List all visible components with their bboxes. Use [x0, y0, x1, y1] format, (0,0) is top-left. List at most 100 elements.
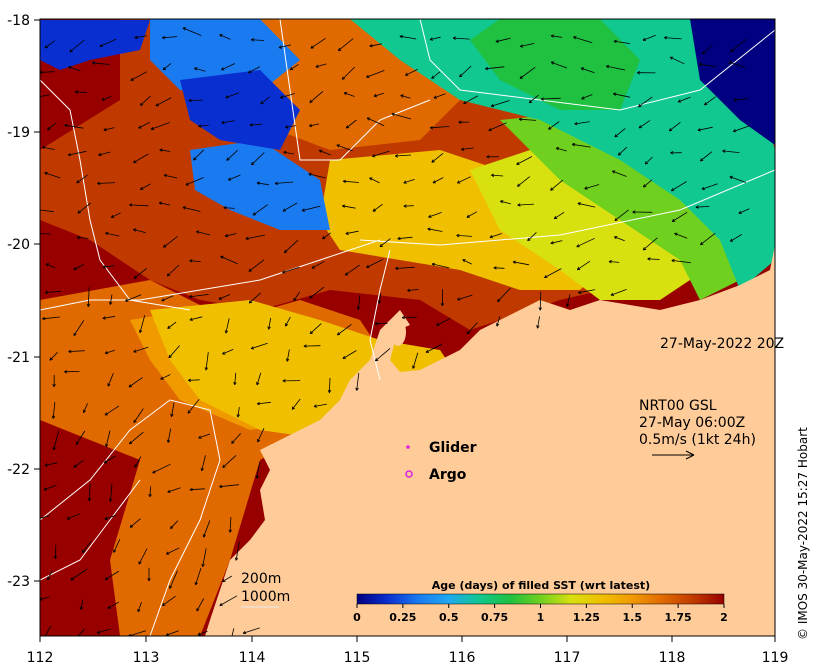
current-vector-head [391, 112, 395, 116]
current-vector-head [461, 147, 465, 151]
current-vector-head [336, 144, 340, 148]
current-vector-head [231, 440, 235, 444]
current-vector [97, 182, 116, 184]
current-vector [670, 56, 685, 65]
current-vector-head [282, 270, 286, 274]
current-vector [285, 125, 297, 128]
current-vector [700, 151, 713, 162]
current-vector [104, 570, 120, 581]
current-vector [284, 240, 299, 253]
current-vector [431, 263, 450, 269]
current-vector-head [104, 351, 109, 355]
current-vector-head [519, 44, 524, 48]
current-vector [337, 324, 352, 336]
current-vector [203, 520, 211, 538]
current-vector-head [664, 36, 668, 40]
current-vector [47, 570, 53, 580]
current-vector [342, 205, 356, 209]
current-vector [614, 236, 625, 242]
current-vector-head [452, 36, 457, 40]
current-vector-head [104, 576, 109, 581]
current-vector [642, 34, 656, 41]
current-vector-head [200, 467, 204, 472]
current-vector-head [433, 95, 437, 99]
current-vector-head [128, 384, 133, 388]
current-vector [695, 206, 710, 208]
current-vector [73, 264, 85, 270]
current-vector-head [224, 233, 229, 238]
current-vector [674, 233, 688, 239]
current-vector [45, 290, 61, 293]
current-vector-head [401, 315, 405, 320]
current-vector-head [490, 103, 495, 108]
current-vector-head [466, 214, 470, 218]
current-vector-head [500, 200, 504, 204]
current-vector-head [637, 70, 641, 75]
current-vector-head [201, 563, 205, 567]
current-vector-head [150, 126, 155, 131]
current-vector-head [286, 358, 290, 362]
current-vector-head [495, 39, 499, 43]
current-vector-head [310, 45, 314, 49]
current-vector [107, 372, 114, 387]
current-vector-head [68, 349, 72, 354]
current-vector [550, 240, 563, 244]
current-vector [345, 230, 359, 235]
current-vector [225, 92, 240, 99]
current-vector [201, 455, 206, 471]
current-vector-head [182, 206, 186, 210]
current-vector-head [397, 236, 401, 241]
current-vector [311, 260, 325, 269]
current-vector-head [342, 204, 346, 208]
current-vector [671, 181, 687, 192]
current-vector-head [229, 644, 232, 647]
current-vector-head [257, 438, 261, 443]
x-tick-label: 115 [344, 650, 371, 666]
current-vector-head [327, 389, 332, 393]
current-vector-head [194, 67, 198, 71]
current-vector [189, 294, 209, 298]
sst-region-navy [690, 19, 775, 145]
current-vector [289, 64, 299, 71]
current-vector-head [336, 332, 341, 336]
isobath-200m-label: 200m [241, 571, 281, 587]
current-vector-head [165, 551, 170, 555]
current-vector [517, 203, 535, 206]
current-vector-head [733, 129, 737, 133]
current-vector-head [548, 126, 552, 130]
current-vector [733, 125, 750, 132]
current-vector [222, 349, 234, 355]
current-vector [162, 63, 172, 71]
current-vector-head [576, 244, 580, 248]
current-vector [399, 35, 417, 40]
current-vector [102, 265, 115, 268]
current-vector [493, 267, 505, 269]
current-vector [613, 40, 631, 44]
current-vector [189, 316, 203, 321]
current-vector [553, 211, 565, 220]
current-vector [283, 151, 295, 155]
current-vector [285, 316, 291, 327]
current-vector-head [67, 152, 72, 157]
current-vector-head [139, 186, 144, 190]
current-vector-head [303, 344, 307, 348]
current-vector [182, 206, 201, 212]
current-vector [612, 170, 627, 177]
current-vector [343, 92, 355, 97]
current-vector [103, 127, 115, 131]
current-vector-head [86, 303, 91, 307]
current-vector [613, 93, 631, 98]
current-vector-head [308, 172, 312, 177]
argo-marker [405, 470, 413, 478]
current-vector-head [76, 180, 80, 184]
current-vector [196, 598, 205, 612]
current-vector [53, 430, 60, 451]
current-vector-head [47, 127, 51, 131]
current-vector-head [553, 215, 558, 220]
current-vector-head [527, 237, 531, 242]
current-vector [356, 372, 360, 391]
current-vector [109, 294, 113, 305]
current-vector-head [671, 218, 676, 222]
current-vector-head [528, 99, 533, 104]
